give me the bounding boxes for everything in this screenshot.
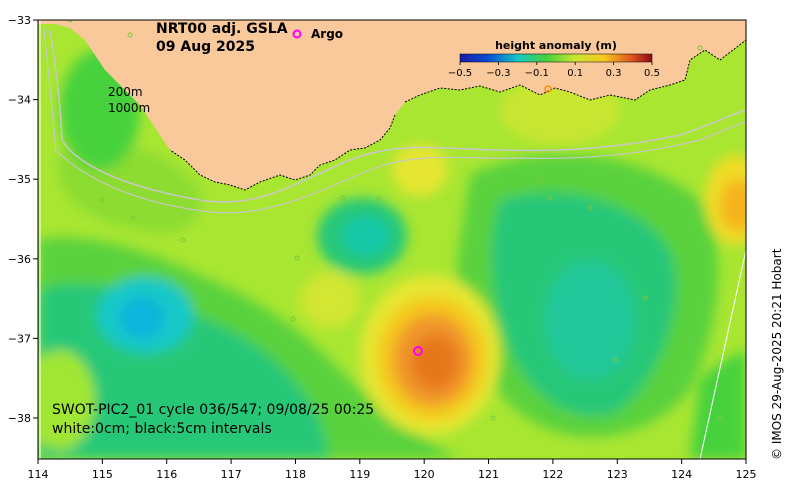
colorbar-tick-label: 0.5 xyxy=(644,68,660,79)
x-tick-label: 119 xyxy=(349,468,370,481)
x-tick-label: 123 xyxy=(607,468,628,481)
x-tick-label: 117 xyxy=(221,468,242,481)
swot-info-line1: SWOT-PIC2_01 cycle 036/547; 09/08/25 00:… xyxy=(52,402,374,418)
isobath-label-1000m: 1000m xyxy=(108,101,150,115)
colorbar-gradient xyxy=(459,53,653,63)
colorbar-tick-label: −0.5 xyxy=(448,68,472,79)
y-tick-label: −36 xyxy=(8,253,31,266)
map-title-line2: 09 Aug 2025 xyxy=(156,39,255,55)
argo-markers xyxy=(413,85,552,356)
land-australia xyxy=(38,20,746,190)
x-tick-label: 115 xyxy=(92,468,113,481)
x-tick-label: 116 xyxy=(156,468,177,481)
x-axis: 114 115 116 117 118 119 120 121 122 123 124 125 xyxy=(28,459,757,481)
x-tick-label: 124 xyxy=(671,468,692,481)
argo-float-marker xyxy=(413,346,423,356)
x-tick-label: 120 xyxy=(414,468,435,481)
swot-info-line2: white:0cm; black:5cm intervals xyxy=(52,421,272,437)
y-axis: −33 −34 −35 −36 −37 −38 xyxy=(8,14,38,425)
colorbar: height anomaly (m) −0.5 −0.3 −0.1 0.1 0.3 0.5 xyxy=(448,39,660,79)
map-title-line1: NRT00 adj. GSLA xyxy=(156,21,288,37)
colorbar-tick-label: 0.3 xyxy=(606,68,622,79)
colorbar-tick-label: −0.3 xyxy=(486,68,510,79)
y-tick-label: −34 xyxy=(8,94,31,107)
y-tick-label: −38 xyxy=(8,412,31,425)
argo-legend-label: Argo xyxy=(311,27,343,41)
plot-frame xyxy=(37,19,747,460)
x-tick-label: 121 xyxy=(478,468,499,481)
colorbar-title: height anomaly (m) xyxy=(495,39,617,52)
y-tick-label: −37 xyxy=(8,332,31,345)
x-tick-label: 118 xyxy=(285,468,306,481)
isobath-label-200m: 200m xyxy=(108,85,143,99)
copyright-text: © IMOS 29-Aug-2025 20:21 Hobart xyxy=(770,248,784,460)
colorbar-tick-label: 0.1 xyxy=(567,68,583,79)
y-tick-label: −33 xyxy=(8,14,31,27)
colorbar-tick-label: −0.1 xyxy=(525,68,549,79)
argo-legend-icon xyxy=(292,29,302,39)
x-tick-label: 125 xyxy=(736,468,757,481)
map-field xyxy=(38,20,746,459)
x-tick-label: 114 xyxy=(28,468,49,481)
y-tick-label: −35 xyxy=(8,173,31,186)
x-tick-label: 122 xyxy=(542,468,563,481)
